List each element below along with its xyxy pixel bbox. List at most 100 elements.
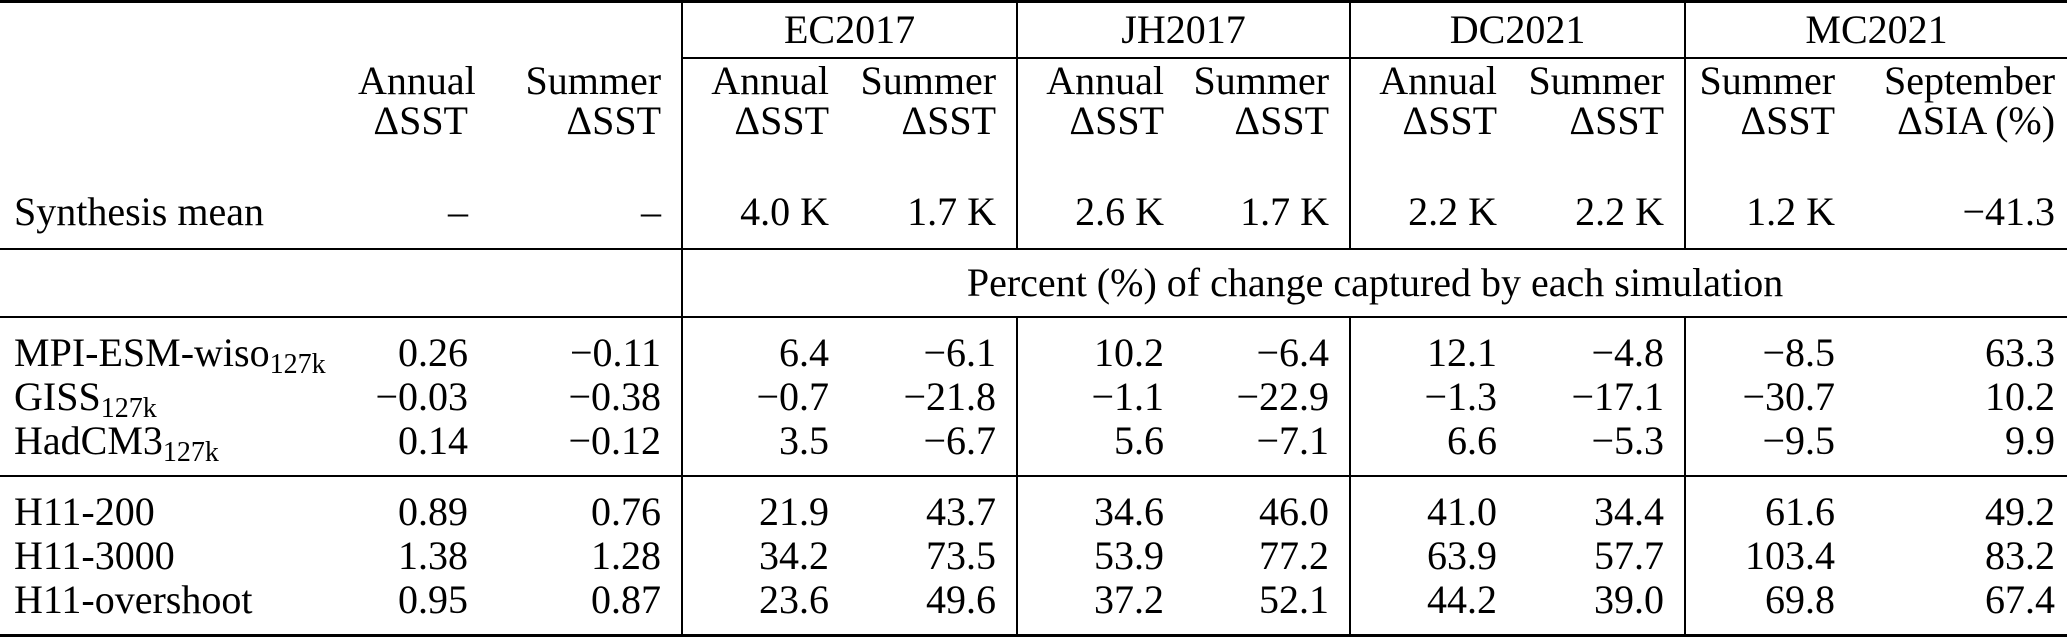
synthesis-mean-row: Synthesis mean – – 4.0 K 1.7 K 2.6 K 1.7…: [0, 143, 2067, 250]
model-name: GISS: [14, 374, 101, 419]
group-header-ec2017: EC2017: [681, 1, 1018, 59]
row-label: MPI-ESM-wiso127k: [0, 317, 358, 379]
column-header-line: Annual: [711, 58, 830, 103]
value-cell: 10.2: [1985, 374, 2056, 419]
value-cell: 1.7 K: [849, 143, 1018, 250]
value-cell: −6.4: [1256, 330, 1330, 375]
value-cell: −30.7: [1684, 375, 1856, 419]
value-cell: −17.1: [1571, 374, 1665, 419]
column-header-line: ΔSST: [566, 97, 662, 143]
column-header: Summer ΔSST: [1184, 58, 1350, 143]
value-cell: 21.9: [681, 476, 850, 534]
column-header-line: ΔSST: [373, 97, 468, 143]
value-cell: −6.1: [923, 330, 997, 375]
section-banner: Percent (%) of change captured by each s…: [681, 249, 2067, 318]
column-header-line: Annual: [358, 57, 476, 103]
value-cell: 49.2: [1985, 489, 2056, 534]
table-row-h11-200: H11-200 0.89 0.76 21.9 43.7 34.6 46.0 41…: [0, 476, 2067, 534]
value-cell: 77.2: [1259, 533, 1330, 578]
model-name: H11-200: [14, 489, 155, 534]
value-cell: −4.8: [1591, 330, 1665, 375]
value-cell: −22.9: [1236, 374, 1330, 419]
column-header-line: ΔSST: [734, 98, 830, 143]
value-cell: 41.0: [1349, 476, 1518, 534]
value-cell: −6.7: [849, 419, 1018, 477]
value-cell: 61.6: [1684, 476, 1856, 534]
column-header: Annual ΔSST: [1016, 58, 1185, 143]
value-cell: −41.3: [1855, 143, 2067, 250]
row-label-subscript: 127k: [269, 349, 326, 380]
value-cell: 4.0 K: [681, 143, 850, 250]
value-cell: −0.03: [375, 374, 468, 419]
value-cell: −9.5: [1684, 419, 1856, 477]
row-label: HadCM3127k: [0, 418, 358, 477]
value-cell: 5.6: [1016, 419, 1185, 477]
value-cell: −5.3: [1517, 419, 1686, 477]
row-label-subscript: 127k: [100, 393, 157, 424]
column-header-line: ΔSST: [1069, 98, 1165, 143]
model-name: MPI-ESM-wiso: [14, 330, 270, 375]
row-label: Synthesis mean: [0, 143, 358, 250]
column-header-line: Summer: [525, 57, 662, 103]
value-cell: 34.4: [1594, 489, 1665, 534]
column-header-line: Summer: [860, 58, 997, 103]
column-header: Summer ΔSST: [849, 58, 1017, 143]
value-cell: −7.1: [1184, 419, 1351, 477]
group-header-mc2021: MC2021: [1684, 1, 2067, 59]
column-header-line: ΔSST: [901, 98, 997, 143]
value-cell: 0.87: [591, 577, 662, 622]
value-cell: 12.1: [1349, 317, 1518, 375]
column-header-line: Summer: [1699, 58, 1836, 103]
value-cell: 1.7 K: [1184, 143, 1351, 250]
column-header: Annual ΔSST: [1349, 58, 1518, 143]
value-cell: 69.8: [1684, 578, 1856, 636]
column-header: September ΔSIA (%): [1855, 58, 2067, 143]
row-label-subscript: 127k: [162, 437, 219, 468]
column-header-line: Summer: [1528, 58, 1665, 103]
column-header-line: ΔSST: [1569, 98, 1665, 143]
column-header-line: September: [1883, 58, 2056, 103]
value-cell: 2.6 K: [1016, 143, 1185, 250]
model-name: H11-overshoot: [14, 577, 253, 622]
value-cell: 37.2: [1016, 578, 1185, 636]
column-header: Annual ΔSST: [358, 58, 488, 143]
value-cell: 39.0: [1594, 577, 1665, 622]
model-name: HadCM3: [14, 418, 163, 463]
column-header-row: Annual ΔSST Summer ΔSST Annual ΔSST Summ…: [0, 58, 2067, 143]
value-cell: 1.2 K: [1684, 143, 1856, 250]
value-cell: –: [488, 143, 683, 250]
empty-label-cell: [0, 249, 683, 318]
value-cell: −0.38: [568, 374, 662, 419]
column-header-line: ΔSIA (%): [1897, 98, 2056, 143]
value-cell: 67.4: [1985, 577, 2056, 622]
value-cell: 6.4: [681, 317, 850, 375]
value-cell: −1.1: [1016, 375, 1185, 419]
row-label: GISS127k: [0, 374, 358, 423]
value-cell: 52.1: [1259, 577, 1330, 622]
value-cell: −1.3: [1349, 375, 1518, 419]
column-header: Annual ΔSST: [681, 58, 850, 143]
value-cell: 63.9: [1349, 534, 1518, 578]
column-header-line: ΔSST: [1740, 98, 1836, 143]
value-cell: 0.76: [591, 489, 662, 534]
table-row-h11-overshoot: H11-overshoot 0.95 0.87 23.6 49.6 37.2 5…: [0, 578, 2067, 636]
column-header: Summer ΔSST: [488, 58, 682, 143]
column-header-line: Summer: [1193, 58, 1330, 103]
table-row-giss: GISS127k −0.03 −0.38 −0.7 −21.8 −1.1 −22…: [0, 374, 2067, 423]
value-cell: −0.11: [569, 330, 662, 375]
value-cell: 44.2: [1349, 578, 1518, 636]
table-row-mpi-esm-wiso: MPI-ESM-wiso127k 0.26 −0.11 6.4 −6.1 10.…: [0, 317, 2067, 379]
group-header-row: EC2017 JH2017 DC2021 MC2021: [0, 1, 2067, 59]
model-name: H11-3000: [14, 533, 175, 578]
value-cell: −21.8: [903, 374, 997, 419]
row-label: H11-200: [0, 476, 358, 534]
column-header: Summer ΔSST: [1684, 58, 1856, 143]
empty-corner-cell: [0, 2, 682, 59]
value-cell: −0.7: [681, 375, 850, 419]
value-cell: 103.4: [1684, 534, 1856, 578]
column-header-line: ΔSST: [1234, 98, 1330, 143]
value-cell: 46.0: [1259, 489, 1330, 534]
value-cell: 3.5: [681, 419, 850, 477]
value-cell: 6.6: [1349, 419, 1518, 477]
